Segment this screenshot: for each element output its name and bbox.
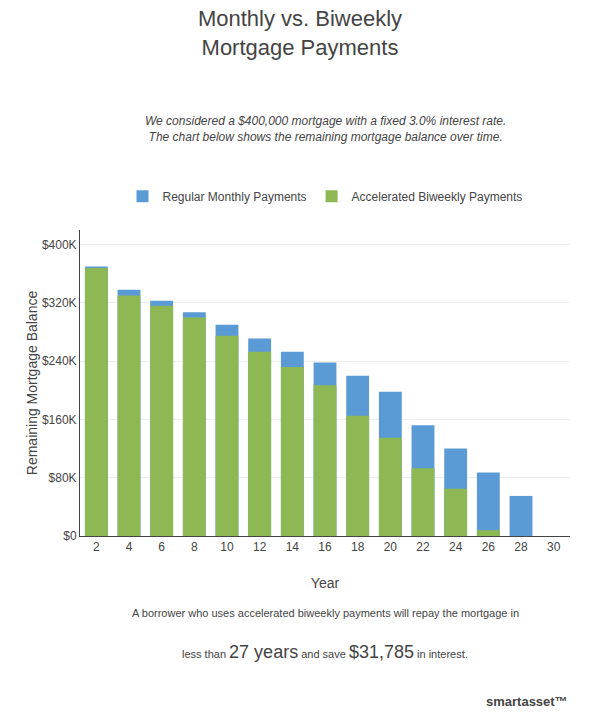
svg-text:$400K: $400K <box>42 238 77 252</box>
svg-text:14: 14 <box>286 540 300 554</box>
svg-text:18: 18 <box>351 540 365 554</box>
svg-text:$160K: $160K <box>42 413 77 427</box>
svg-text:8: 8 <box>191 540 198 554</box>
svg-text:$320K: $320K <box>42 296 77 310</box>
svg-text:28: 28 <box>514 540 528 554</box>
svg-text:Accelerated Biweekly Payments: Accelerated Biweekly Payments <box>352 190 523 204</box>
svg-text:12: 12 <box>253 540 267 554</box>
svg-text:26: 26 <box>482 540 496 554</box>
svg-text:$240K: $240K <box>42 354 77 368</box>
svg-text:20: 20 <box>384 540 398 554</box>
svg-text:4: 4 <box>126 540 133 554</box>
svg-text:$80K: $80K <box>49 471 77 485</box>
svg-text:24: 24 <box>449 540 463 554</box>
svg-text:We considered a $400,000 mortg: We considered a $400,000 mortgage with a… <box>145 114 506 144</box>
svg-text:10: 10 <box>220 540 234 554</box>
svg-text:$0: $0 <box>63 529 77 543</box>
svg-text:Monthly vs. BiweeklyMortgage P: Monthly vs. BiweeklyMortgage Payments <box>198 6 402 60</box>
svg-text:2: 2 <box>93 540 100 554</box>
svg-text:16: 16 <box>318 540 332 554</box>
svg-text:A borrower who uses accelerate: A borrower who uses accelerated biweekly… <box>132 607 519 619</box>
svg-text:less than 27 years and save $3: less than 27 years and save $31,785 in i… <box>182 642 468 662</box>
svg-text:30: 30 <box>547 540 561 554</box>
svg-text:Remaining Mortgage Balance: Remaining Mortgage Balance <box>24 291 40 476</box>
svg-text:Regular Monthly Payments: Regular Monthly Payments <box>163 190 307 204</box>
svg-text:6: 6 <box>158 540 165 554</box>
svg-text:Year: Year <box>311 575 340 591</box>
svg-text:smartasset™: smartasset™ <box>486 694 568 709</box>
svg-text:22: 22 <box>416 540 430 554</box>
